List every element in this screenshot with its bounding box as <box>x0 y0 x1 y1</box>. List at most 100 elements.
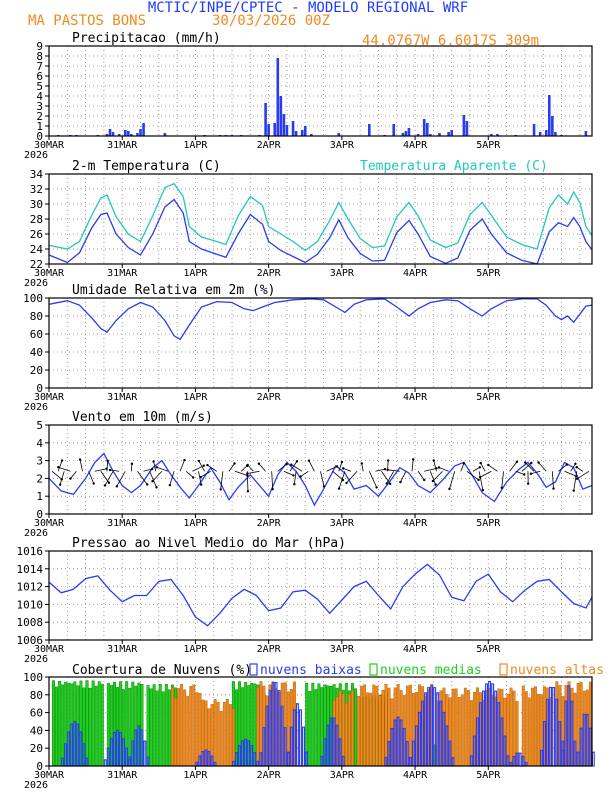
cloud-bar-high <box>527 697 531 767</box>
wind-arrow <box>429 471 436 485</box>
wind-frame <box>48 424 593 515</box>
wind-arrow <box>326 466 338 472</box>
wind-arrow <box>156 466 169 472</box>
cloud-bar-medium <box>164 684 168 767</box>
x-year-label: 2026 <box>24 278 48 289</box>
panel-title: 2-m Temperatura (C) <box>72 159 221 174</box>
wind-arrow <box>320 471 325 487</box>
series-line-pressao <box>48 563 593 627</box>
wind-arrow <box>234 470 248 476</box>
wind-arrow <box>460 463 465 472</box>
cloud-bar-high <box>454 688 458 767</box>
x-tick-label: 31MAR <box>107 518 138 529</box>
wind-arrow <box>381 471 391 485</box>
x-tick-label: 3APR <box>330 770 355 781</box>
x-tick-label: 4APR <box>403 268 428 279</box>
y-tick-label: 30 <box>30 198 43 211</box>
x-tick-label: 1APR <box>183 140 208 151</box>
x-tick-label: 30MAR <box>34 268 65 279</box>
y-tick-label: 1 <box>36 490 43 503</box>
wind-arrow-head <box>337 487 341 490</box>
precip-bar <box>450 130 453 136</box>
wind-arrow <box>501 471 504 488</box>
precip-bar <box>551 116 554 136</box>
wind-arrow <box>515 470 525 475</box>
wind-arrow <box>472 466 481 472</box>
cloud-bar-high <box>530 687 534 767</box>
y-tick-label: 1 <box>36 120 43 133</box>
y-tick-label: 1010 <box>17 598 44 611</box>
cloud-bar-medium <box>158 683 162 767</box>
y-tick-label: 0 <box>36 130 43 143</box>
wind-arrow-head <box>69 477 72 480</box>
precip-bar <box>303 126 307 136</box>
wind-arrow-head <box>529 472 533 475</box>
precip-bar <box>279 96 283 136</box>
wind-arrow-head <box>375 486 378 489</box>
cloud-bar-high <box>457 697 461 767</box>
wind-arrow <box>387 469 400 472</box>
y-tick-label: 1016 <box>17 545 44 558</box>
rh-panel: 0 20 40 60 80 100 30MAR 31MAR 1APR 2APR 3APR 4APR 5A… <box>23 283 593 413</box>
wind-arrow <box>466 470 479 481</box>
precip-bar <box>142 123 145 136</box>
cloud-bar-high <box>232 708 235 767</box>
precip-bar <box>108 129 112 136</box>
y-tick-label: 1012 <box>17 581 44 594</box>
panel-title: Cobertura de Nuvens (%) <box>72 663 252 678</box>
cloud-bar-high <box>344 703 348 767</box>
cloud-bar-high <box>213 699 217 767</box>
wind-arrow <box>308 460 315 472</box>
y-tick-label: 20 <box>30 364 43 377</box>
y-tick-label: 32 <box>30 183 43 196</box>
cloud-bar-medium <box>155 690 159 767</box>
y-tick-label: 4 <box>36 90 43 103</box>
x-tick-label: 2APR <box>257 392 282 403</box>
wind-arrow-head <box>290 463 293 466</box>
wind-arrow <box>343 467 352 472</box>
x-tick-label: 1APR <box>183 392 208 403</box>
wind-arrow <box>432 471 443 482</box>
wind-arrow-head <box>386 468 389 472</box>
temp-panel: 22 24 26 28 30 32 34 30MAR 31MAR 1APR 2APR 3APR 4APR… <box>24 159 593 289</box>
cloud-bar-high <box>357 696 360 767</box>
cloud-bar-medium <box>88 687 92 767</box>
precip-bar <box>337 133 341 136</box>
precip-bar <box>267 124 270 136</box>
wind-arrow-head <box>285 462 288 466</box>
wind-arrow-head <box>293 483 296 486</box>
wind-arrow <box>433 460 437 472</box>
wind-arrow <box>240 465 248 472</box>
wind-arrow <box>386 471 395 484</box>
wind-arrow <box>346 471 358 484</box>
x-tick-label: 3APR <box>330 644 355 655</box>
wind-arrow <box>293 471 297 485</box>
precip-bar <box>111 132 115 136</box>
cloud-bar-high <box>521 685 525 767</box>
wind-arrow <box>109 469 120 472</box>
cloud-bar-high <box>186 696 190 767</box>
cloud-bar-medium <box>128 687 132 767</box>
y-tick-label: 3 <box>36 100 43 113</box>
wind-arrow <box>207 464 218 472</box>
wind-arrow-head <box>345 481 348 485</box>
y-tick-label: 80 <box>30 310 43 323</box>
wind-arrow-head <box>292 474 295 477</box>
wind-arrow-head <box>335 465 339 468</box>
cloud-bar-high <box>189 686 193 767</box>
wind-arrow-head <box>197 459 201 463</box>
x-tick-label: 5APR <box>476 644 501 655</box>
precip-bar <box>465 121 469 136</box>
wind-arrow <box>338 461 343 472</box>
wind-arrow <box>291 464 303 472</box>
wind-arrow-head <box>487 463 490 467</box>
precip-bar <box>407 128 411 136</box>
wind-arrow <box>478 471 484 491</box>
cloud-bar-high <box>256 686 260 767</box>
cloud-bar-medium <box>55 686 59 767</box>
wind-arrow-head <box>307 459 311 462</box>
cloud-bar-high <box>408 684 412 767</box>
wind-arrow-head <box>57 466 60 469</box>
y-tick-label: 8 <box>36 50 43 63</box>
legend-swatch <box>249 663 258 676</box>
